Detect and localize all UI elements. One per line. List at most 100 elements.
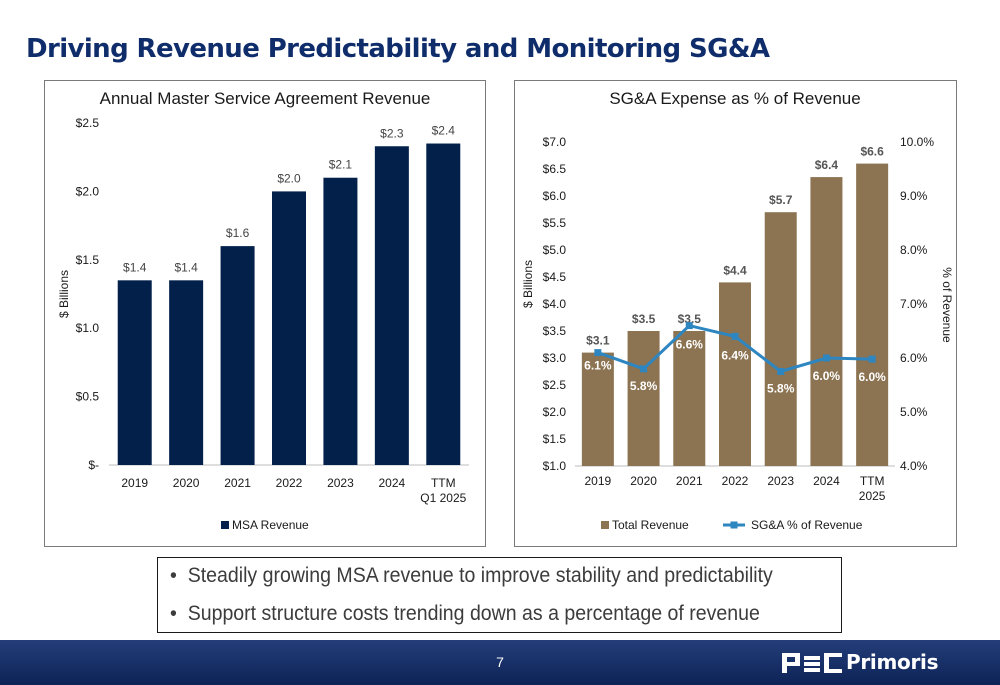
x-tick-label: TTM Q1 2025 [420, 476, 466, 505]
data-label: $2.3 [380, 126, 404, 140]
bar-msa-revenue [117, 280, 152, 465]
legend-swatch-sga-marker [730, 521, 738, 529]
y2-tick-label: 7.0% [900, 297, 928, 311]
page-number: 7 [496, 654, 504, 670]
data-label-revenue: $3.1 [586, 334, 610, 348]
data-label: $2.4 [432, 124, 456, 138]
footer-bar: 7 Primoris [0, 640, 1000, 685]
y2-tick-label: 5.0% [900, 405, 928, 419]
bar-msa-revenue [426, 143, 461, 465]
y-tick-label: $2.5 [543, 378, 567, 392]
y-tick-label: $6.5 [543, 162, 567, 176]
data-label-sga: 6.4% [721, 348, 749, 362]
bullet-text: Steadily growing MSA revenue to improve … [187, 564, 773, 587]
y2-axis-label: % of Revenue [940, 267, 954, 343]
x-tick-label: TTM 2025 [859, 474, 886, 503]
y2-tick-label: 10.0% [900, 135, 934, 149]
bar-msa-revenue [272, 191, 306, 465]
slide-title: Driving Revenue Predictability and Monit… [26, 34, 770, 64]
msa-revenue-chart: Annual Master Service Agreement Revenue$… [57, 89, 469, 532]
data-label: $1.4 [174, 260, 198, 274]
bar-msa-revenue [220, 246, 255, 465]
data-label-sga: 5.8% [630, 379, 658, 393]
data-label-revenue: $6.4 [815, 158, 839, 172]
data-label: $2.1 [329, 158, 353, 172]
y2-tick-label: 8.0% [900, 243, 928, 257]
data-label-sga: 6.0% [813, 369, 841, 383]
bullet-glyph: • [170, 602, 177, 625]
x-tick-label: 2024 [813, 474, 840, 488]
y-axis-label: $ Billions [57, 270, 71, 318]
data-label-revenue: $6.6 [860, 145, 884, 159]
y2-tick-label: 6.0% [900, 351, 928, 365]
bullet-glyph: • [170, 564, 177, 587]
y-tick-label: $5.0 [543, 243, 567, 257]
data-label-revenue: $3.5 [678, 312, 702, 326]
x-tick-label: 2023 [327, 476, 354, 490]
bar-total-revenue [810, 177, 843, 466]
point-sga-pct [868, 355, 876, 363]
bullet-item: • Steadily growing MSA revenue to improv… [170, 564, 773, 588]
data-label-sga: 6.6% [676, 338, 704, 352]
point-sga-pct [685, 322, 693, 330]
y-axis-label: $ Billions [521, 260, 535, 308]
data-label-sga: 6.0% [858, 370, 886, 384]
y-tick-label: $2.0 [76, 184, 100, 198]
y-tick-label: $4.5 [543, 270, 567, 284]
x-tick-label: 2024 [379, 476, 406, 490]
y-tick-label: $2.5 [76, 116, 100, 130]
point-sga-pct [731, 332, 739, 340]
point-sga-pct [822, 354, 830, 362]
y-tick-label: $6.0 [543, 189, 567, 203]
x-tick-label: 2021 [224, 476, 251, 490]
x-tick-label: 2020 [630, 474, 657, 488]
data-label: $1.6 [226, 226, 250, 240]
bar-total-revenue [673, 331, 706, 466]
y-tick-label: $4.0 [543, 297, 567, 311]
bar-msa-revenue [323, 177, 358, 465]
x-tick-label: 2019 [121, 476, 148, 490]
sga-chart-panel: SG&A Expense as % of Revenue $ Billions % … [514, 80, 957, 547]
y-tick-label: $3.0 [543, 351, 567, 365]
x-tick-label: 2023 [767, 474, 794, 488]
y-tick-label: $2.0 [543, 405, 567, 419]
data-label-sga: 5.8% [767, 382, 795, 396]
y2-tick-label: 9.0% [900, 189, 928, 203]
y-tick-label: $7.0 [543, 135, 567, 149]
data-label-revenue: $3.5 [632, 312, 656, 326]
y-tick-label: $0.5 [76, 390, 100, 404]
y-tick-label: $1.0 [543, 459, 567, 473]
data-label: $2.0 [277, 171, 301, 185]
y-tick-label: $1.5 [76, 253, 100, 267]
primoris-logo-mark [782, 653, 842, 673]
legend-label-revenue: Total Revenue [612, 518, 689, 532]
bullet-text: Support structure costs trending down as… [187, 602, 760, 625]
point-sga-pct [777, 368, 785, 375]
brand-name: Primoris [846, 650, 939, 674]
y-tick-label: $1.0 [76, 321, 100, 335]
bullet-item: • Support structure costs trending down … [170, 602, 760, 626]
x-tick-label: 2022 [722, 474, 749, 488]
x-tick-label: 2021 [676, 474, 703, 488]
y-tick-label: $- [88, 458, 99, 472]
legend-label-msa: MSA Revenue [232, 518, 309, 532]
point-sga-pct [594, 349, 602, 357]
bar-total-revenue [719, 282, 751, 466]
data-label-revenue: $5.7 [769, 193, 793, 207]
bar-msa-revenue [374, 146, 409, 466]
data-label-sga: 6.1% [584, 359, 612, 373]
chart-title: Annual Master Service Agreement Revenue [100, 89, 431, 108]
y-tick-label: $3.5 [543, 324, 567, 338]
sga-expense-chart: SG&A Expense as % of Revenue $ Billions % … [521, 89, 954, 532]
legend-swatch-revenue [601, 521, 609, 529]
legend-label-sga: SG&A % of Revenue [751, 518, 863, 532]
bar-msa-revenue [169, 280, 204, 465]
x-tick-label: 2019 [585, 474, 612, 488]
data-label: $1.4 [123, 260, 147, 274]
point-sga-pct [640, 365, 648, 373]
chart-title: SG&A Expense as % of Revenue [609, 89, 860, 108]
bar-total-revenue [856, 163, 889, 466]
x-tick-label: 2020 [173, 476, 200, 490]
bar-total-revenue [581, 352, 614, 466]
legend-swatch-msa [221, 521, 229, 529]
